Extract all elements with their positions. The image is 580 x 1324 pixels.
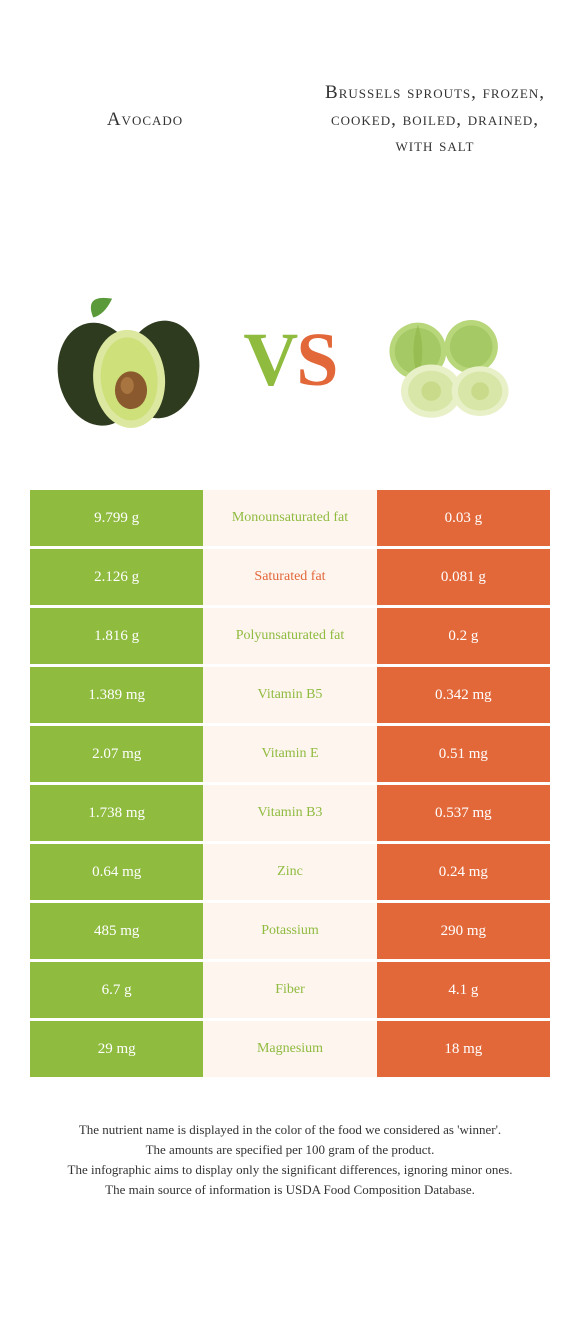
table-row: 2.126 gSaturated fat0.081 g	[30, 549, 550, 605]
nutrient-name: Polyunsaturated fat	[203, 608, 376, 664]
left-value: 1.738 mg	[30, 785, 203, 841]
header-row: Avocado Brussels sprouts, frozen, cooked…	[0, 0, 580, 240]
nutrient-name: Vitamin E	[203, 726, 376, 782]
left-value: 485 mg	[30, 903, 203, 959]
avocado-image	[41, 270, 221, 450]
table-row: 29 mgMagnesium18 mg	[30, 1021, 550, 1077]
left-value: 2.126 g	[30, 549, 203, 605]
footer-line-1: The nutrient name is displayed in the co…	[30, 1120, 550, 1140]
images-row: VS	[0, 240, 580, 480]
table-row: 485 mgPotassium290 mg	[30, 903, 550, 959]
right-value: 0.081 g	[377, 549, 550, 605]
footer-notes: The nutrient name is displayed in the co…	[0, 1080, 580, 1201]
right-value: 0.24 mg	[377, 844, 550, 900]
table-row: 1.816 gPolyunsaturated fat0.2 g	[30, 608, 550, 664]
nutrient-name: Fiber	[203, 962, 376, 1018]
right-value: 0.03 g	[377, 490, 550, 546]
table-row: 1.389 mgVitamin B50.342 mg	[30, 667, 550, 723]
table-row: 6.7 gFiber4.1 g	[30, 962, 550, 1018]
vs-v-letter: V	[243, 318, 296, 402]
table-row: 1.738 mgVitamin B30.537 mg	[30, 785, 550, 841]
nutrient-name: Saturated fat	[203, 549, 376, 605]
left-value: 6.7 g	[30, 962, 203, 1018]
nutrient-name: Vitamin B5	[203, 667, 376, 723]
vs-label: VS	[243, 317, 336, 404]
table-row: 2.07 mgVitamin E0.51 mg	[30, 726, 550, 782]
nutrient-name: Monounsaturated fat	[203, 490, 376, 546]
footer-line-2: The amounts are specified per 100 gram o…	[30, 1140, 550, 1160]
right-value: 0.51 mg	[377, 726, 550, 782]
right-value: 18 mg	[377, 1021, 550, 1077]
footer-line-3: The infographic aims to display only the…	[30, 1160, 550, 1180]
left-value: 1.816 g	[30, 608, 203, 664]
nutrient-table: 9.799 gMonounsaturated fat0.03 g2.126 gS…	[0, 490, 580, 1077]
right-value: 290 mg	[377, 903, 550, 959]
left-value: 9.799 g	[30, 490, 203, 546]
food-right-title: Brussels sprouts, frozen, cooked, boiled…	[290, 80, 580, 160]
nutrient-name: Magnesium	[203, 1021, 376, 1077]
left-value: 0.64 mg	[30, 844, 203, 900]
nutrient-name: Vitamin B3	[203, 785, 376, 841]
vs-s-letter: S	[296, 318, 336, 402]
left-value: 1.389 mg	[30, 667, 203, 723]
food-left-title: Avocado	[0, 107, 290, 134]
left-value: 29 mg	[30, 1021, 203, 1077]
left-value: 2.07 mg	[30, 726, 203, 782]
table-row: 9.799 gMonounsaturated fat0.03 g	[30, 490, 550, 546]
right-value: 4.1 g	[377, 962, 550, 1018]
right-value: 0.342 mg	[377, 667, 550, 723]
nutrient-name: Potassium	[203, 903, 376, 959]
right-value: 0.537 mg	[377, 785, 550, 841]
brussels-sprouts-image	[359, 270, 539, 450]
table-row: 0.64 mgZinc0.24 mg	[30, 844, 550, 900]
nutrient-name: Zinc	[203, 844, 376, 900]
footer-line-4: The main source of information is USDA F…	[30, 1180, 550, 1200]
right-value: 0.2 g	[377, 608, 550, 664]
